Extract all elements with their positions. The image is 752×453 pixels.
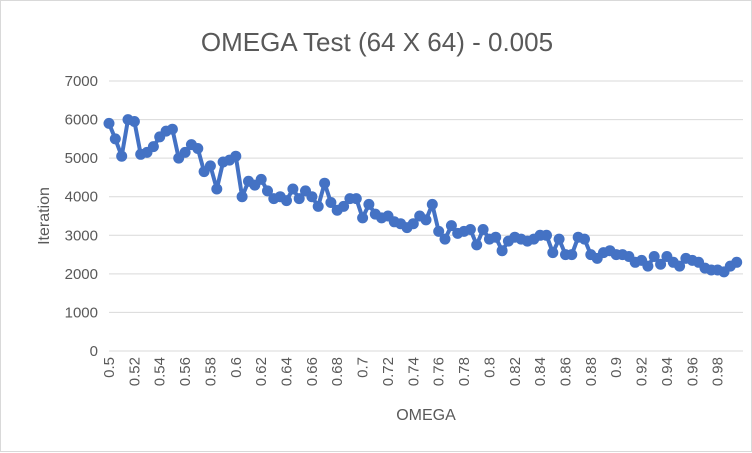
- data-point: [642, 260, 654, 272]
- x-tick-label: 0.88: [583, 357, 600, 386]
- y-axis-label: Iteration: [36, 187, 53, 245]
- x-tick-label: 0.56: [177, 357, 194, 386]
- data-point: [293, 193, 305, 205]
- data-point: [281, 195, 292, 207]
- y-tick-label: 4000: [65, 189, 98, 206]
- data-point: [312, 200, 324, 212]
- data-point: [553, 233, 565, 245]
- data-point: [674, 260, 686, 272]
- x-tick-label: 0.64: [279, 357, 296, 386]
- data-point: [350, 193, 362, 205]
- data-point: [255, 173, 267, 185]
- data-point: [445, 220, 457, 232]
- x-tick-label: 0.58: [202, 357, 219, 386]
- data-point: [109, 133, 121, 145]
- data-point: [287, 183, 299, 195]
- data-point: [306, 191, 318, 203]
- x-axis-ticks: 0.5 0.52 0.54 0.56 0.58 0.6 0.62 0.64 0.66 0.68 0.…: [101, 357, 727, 386]
- x-tick-label: 0.84: [532, 357, 549, 386]
- y-tick-label: 5000: [65, 150, 98, 167]
- data-point: [192, 143, 204, 154]
- data-point: [648, 251, 660, 262]
- data-point: [579, 233, 590, 245]
- x-tick-label: 0.82: [507, 357, 524, 386]
- y-tick-label: 1000: [65, 304, 98, 321]
- x-axis-label: OMEGA: [396, 407, 456, 424]
- x-tick-label: 0.68: [329, 357, 346, 386]
- x-tick-label: 0.9: [608, 357, 625, 378]
- data-point: [116, 150, 128, 162]
- data-point: [566, 249, 578, 261]
- data-point: [407, 218, 419, 230]
- y-tick-label: 3000: [65, 227, 98, 244]
- data-point: [363, 198, 375, 210]
- x-tick-label: 0.6: [228, 357, 245, 378]
- data-point: [147, 141, 159, 153]
- y-tick-label: 7000: [65, 73, 98, 90]
- data-point: [496, 245, 508, 257]
- x-tick-label: 0.5: [101, 357, 118, 378]
- data-point: [204, 160, 216, 172]
- data-point: [490, 231, 502, 243]
- x-tick-label: 0.96: [684, 357, 701, 386]
- x-tick-label: 0.54: [152, 357, 169, 386]
- data-point: [128, 116, 140, 127]
- data-point: [547, 247, 559, 259]
- x-tick-label: 0.92: [634, 357, 651, 386]
- data-point: [262, 185, 273, 197]
- data-point: [433, 225, 445, 237]
- chart-title: OMEGA Test (64 X 64) - 0.005: [201, 27, 553, 57]
- data-point: [426, 198, 438, 210]
- data-point: [179, 146, 191, 158]
- x-tick-label: 0.74: [405, 357, 422, 386]
- data-point: [439, 233, 451, 245]
- data-point: [477, 224, 489, 235]
- x-tick-label: 0.72: [380, 357, 397, 386]
- data-point: [357, 212, 369, 224]
- gridlines: [109, 80, 743, 352]
- series-markers: [103, 114, 743, 278]
- x-tick-label: 0.76: [431, 357, 448, 386]
- x-tick-label: 0.7: [355, 357, 372, 378]
- data-point: [420, 214, 432, 226]
- x-tick-label: 0.52: [126, 357, 143, 386]
- data-point: [541, 229, 552, 241]
- data-point: [319, 177, 331, 189]
- y-axis-ticks: 0 1000 2000 3000 4000 5000 6000 7000: [65, 73, 98, 360]
- data-point: [464, 224, 476, 235]
- y-tick-label: 6000: [65, 112, 98, 129]
- x-tick-label: 0.98: [710, 357, 727, 386]
- y-tick-label: 2000: [65, 266, 98, 283]
- data-point: [655, 258, 667, 270]
- data-point: [471, 239, 483, 251]
- data-point: [230, 150, 242, 162]
- data-point: [325, 197, 337, 208]
- x-tick-label: 0.78: [456, 357, 473, 386]
- data-point: [731, 256, 743, 268]
- data-point: [211, 183, 223, 195]
- y-tick-label: 0: [90, 343, 98, 360]
- data-point: [166, 123, 178, 135]
- data-point: [236, 191, 248, 203]
- data-point: [338, 200, 350, 212]
- x-tick-label: 0.66: [304, 357, 321, 386]
- x-tick-label: 0.62: [253, 357, 270, 386]
- x-tick-label: 0.94: [659, 357, 676, 386]
- series-line: [107, 117, 739, 274]
- x-tick-label: 0.86: [557, 357, 574, 386]
- x-tick-label: 0.8: [481, 357, 498, 378]
- data-point: [103, 117, 115, 129]
